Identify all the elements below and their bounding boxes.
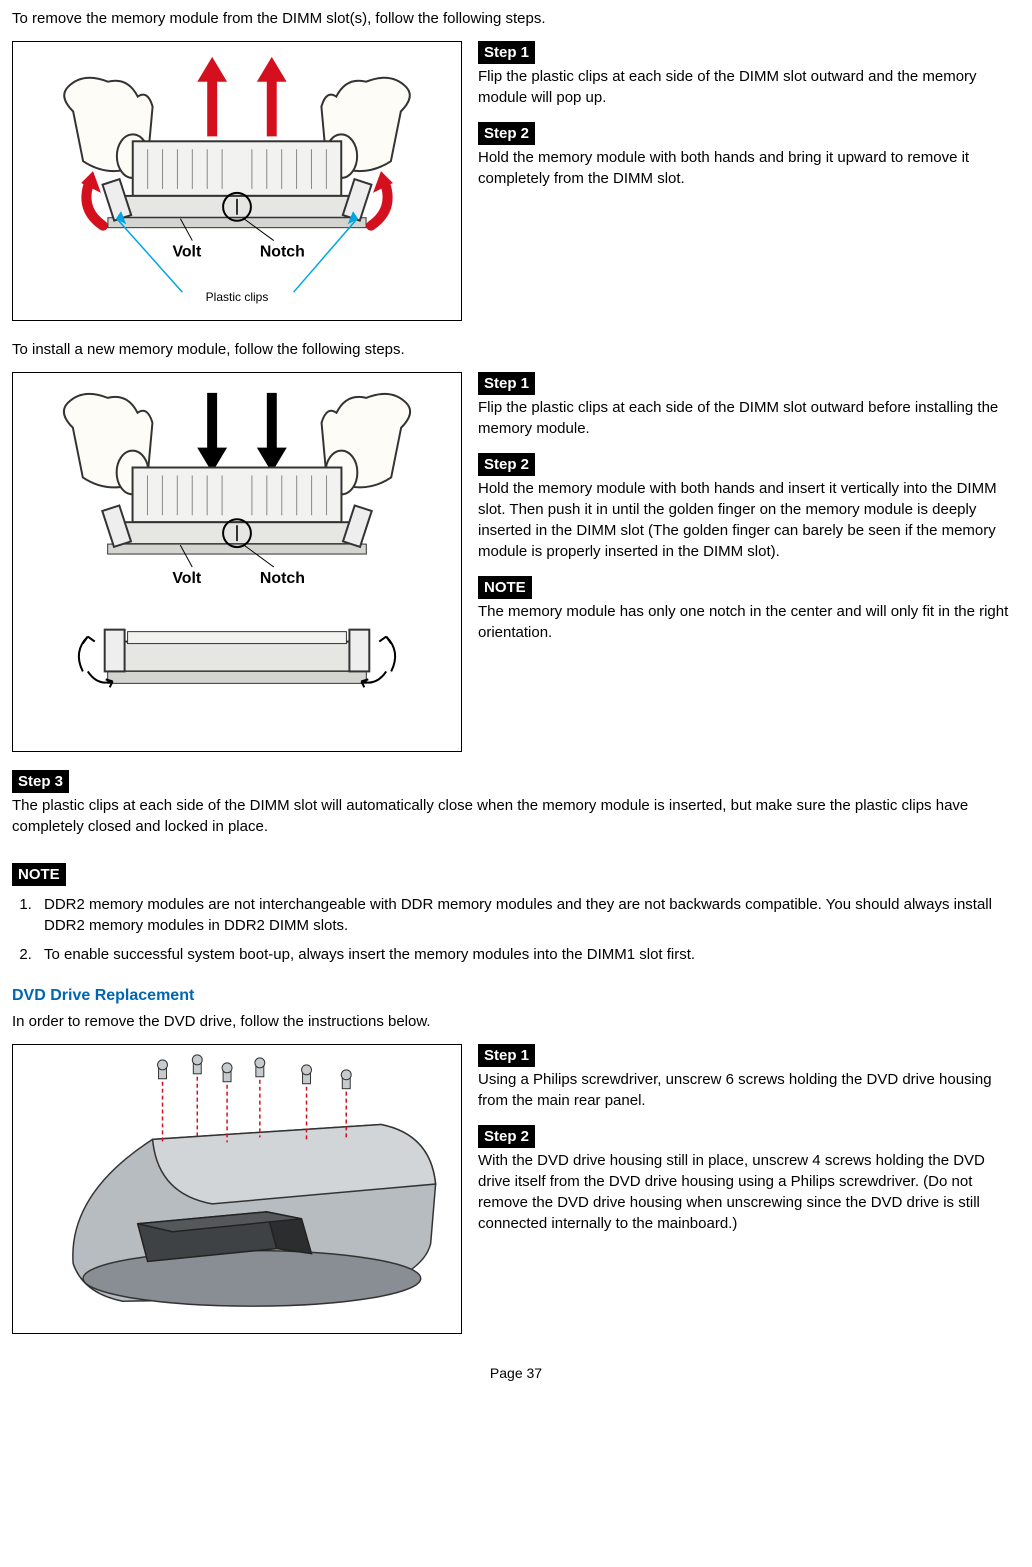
- figure-install-dimm: Volt Notch: [12, 372, 462, 752]
- fig2-volt-label: Volt: [172, 570, 202, 587]
- notes-badge: NOTE: [12, 863, 66, 886]
- dvd-intro: In order to remove the DVD drive, follow…: [12, 1011, 1020, 1032]
- intro-install: To install a new memory module, follow t…: [12, 339, 1020, 360]
- install-step3-badge: Step 3: [12, 770, 69, 793]
- remove-step2-text: Hold the memory module with both hands a…: [478, 147, 1020, 189]
- install-step2-text: Hold the memory module with both hands a…: [478, 478, 1020, 562]
- remove-step1-badge: Step 1: [478, 41, 535, 64]
- dvd-heading: DVD Drive Replacement: [12, 985, 1020, 1007]
- figure-dvd-drive: [12, 1044, 462, 1334]
- page-number: Page 37: [12, 1364, 1020, 1384]
- fig1-notch-label: Notch: [260, 243, 305, 260]
- figure-remove-dimm: Volt Notch Plastic clips: [12, 41, 462, 321]
- dvd-row: Step 1 Using a Philips screwdriver, unsc…: [12, 1044, 1020, 1334]
- dvd-step2-badge: Step 2: [478, 1125, 535, 1148]
- install-step3-block: Step 3 The plastic clips at each side of…: [12, 770, 1020, 837]
- notes-block: NOTE DDR2 memory modules are not interch…: [12, 863, 1020, 965]
- dvd-step1-text: Using a Philips screwdriver, unscrew 6 s…: [478, 1069, 1020, 1111]
- remove-step2-badge: Step 2: [478, 122, 535, 145]
- fig1-volt-label: Volt: [172, 243, 202, 260]
- dvd-step2-text: With the DVD drive housing still in plac…: [478, 1150, 1020, 1234]
- fig1-clips-label: Plastic clips: [206, 289, 269, 306]
- install-step2-badge: Step 2: [478, 453, 535, 476]
- intro-remove: To remove the memory module from the DIM…: [12, 8, 1020, 29]
- install-step1-text: Flip the plastic clips at each side of t…: [478, 397, 1020, 439]
- fig2-notch-label: Notch: [260, 570, 305, 587]
- install-step3-text: The plastic clips at each side of the DI…: [12, 795, 1020, 837]
- install-note-badge: NOTE: [478, 576, 532, 599]
- install-step1-badge: Step 1: [478, 372, 535, 395]
- notes-item-2: To enable successful system boot-up, alw…: [36, 944, 1020, 965]
- install-row: Volt Notch Step 1 Flip the pl: [12, 372, 1020, 752]
- dvd-step1-badge: Step 1: [478, 1044, 535, 1067]
- remove-row: Volt Notch Plastic clips Step 1 Flip the…: [12, 41, 1020, 321]
- remove-step1-text: Flip the plastic clips at each side of t…: [478, 66, 1020, 108]
- notes-item-1: DDR2 memory modules are not interchangea…: [36, 894, 1020, 936]
- install-note-text: The memory module has only one notch in …: [478, 601, 1020, 643]
